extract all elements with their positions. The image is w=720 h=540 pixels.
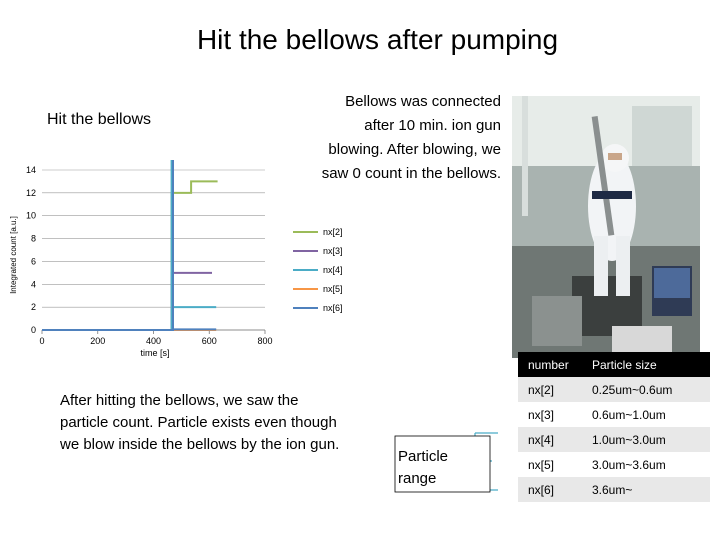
x-tick-label: 800 xyxy=(257,336,272,346)
y-tick-label: 14 xyxy=(26,165,36,175)
chart-title: Hit the bellows xyxy=(47,111,152,128)
chart-ticks: 0 2 4 6 8 10 12 14 0 200 400 600 800 xyxy=(26,165,273,346)
legend-label: nx[6] xyxy=(323,303,343,313)
y-tick-label: 0 xyxy=(31,325,36,335)
bellows-note: Bellows was connected after 10 min. ion … xyxy=(321,93,501,182)
table-cell-size: 0.6um~1.0um xyxy=(582,402,710,427)
cleanroom-worker-photo xyxy=(512,96,700,358)
chart-grid xyxy=(41,169,266,334)
y-tick-label: 10 xyxy=(26,211,36,221)
table-cell-number: nx[6] xyxy=(518,477,582,502)
y-tick-label: 4 xyxy=(31,279,36,289)
chart-legend: nx[2] nx[3] nx[4] nx[5] nx[6] xyxy=(293,227,343,313)
table-cell-size: 1.0um~3.0um xyxy=(582,427,710,452)
legend-label: nx[5] xyxy=(323,284,343,294)
series-line-nx[4] xyxy=(42,160,217,331)
table-cell-size: 3.0um~3.6um xyxy=(582,452,710,477)
table-row: nx[2] 0.25um~0.6um xyxy=(518,377,710,402)
series-line-nx[3] xyxy=(42,271,212,331)
x-tick-label: 600 xyxy=(202,336,217,346)
series-line-nx[6] xyxy=(42,160,217,331)
x-tick-label: 200 xyxy=(90,336,105,346)
y-tick-label: 2 xyxy=(31,302,36,312)
table-cell-number: nx[4] xyxy=(518,427,582,452)
chart-lines xyxy=(42,160,218,331)
legend-label: nx[2] xyxy=(323,227,343,237)
table-row: nx[6] 3.6um~ xyxy=(518,477,710,502)
table-cell-number: nx[5] xyxy=(518,452,582,477)
y-tick-label: 8 xyxy=(31,234,36,244)
table-cell-size: 3.6um~ xyxy=(582,477,710,502)
table-cell-number: nx[3] xyxy=(518,402,582,427)
particle-size-table: number Particle size nx[2] 0.25um~0.6um … xyxy=(518,352,710,502)
table-cell-size: 0.25um~0.6um xyxy=(582,377,710,402)
table-cell-number: nx[2] xyxy=(518,377,582,402)
table-header-size: Particle size xyxy=(582,352,710,377)
table-row: nx[4] 1.0um~3.0um xyxy=(518,427,710,452)
x-axis-label: time [s] xyxy=(140,348,169,358)
after-hitting-note: After hitting the bellows, we saw the pa… xyxy=(60,392,340,453)
slide-title: Hit the bellows after pumping xyxy=(196,24,559,55)
x-tick-label: 400 xyxy=(146,336,161,346)
y-tick-label: 6 xyxy=(31,256,36,266)
x-tick-label: 0 xyxy=(39,336,44,346)
y-axis-label: Integrated count [a.u.] xyxy=(9,216,18,294)
particle-range-label: Particle range xyxy=(398,448,449,487)
legend-label: nx[4] xyxy=(323,265,343,275)
bracket-icon xyxy=(394,432,498,493)
chart: 0 2 4 6 8 10 12 14 0 200 400 600 800 nx[2] nx[3] nx[4]… xyxy=(9,160,343,358)
legend-label: nx[3] xyxy=(323,246,343,256)
y-tick-label: 12 xyxy=(26,188,36,198)
table-row: nx[5] 3.0um~3.6um xyxy=(518,452,710,477)
table-header-number: number xyxy=(518,352,582,377)
table-row: nx[3] 0.6um~1.0um xyxy=(518,402,710,427)
